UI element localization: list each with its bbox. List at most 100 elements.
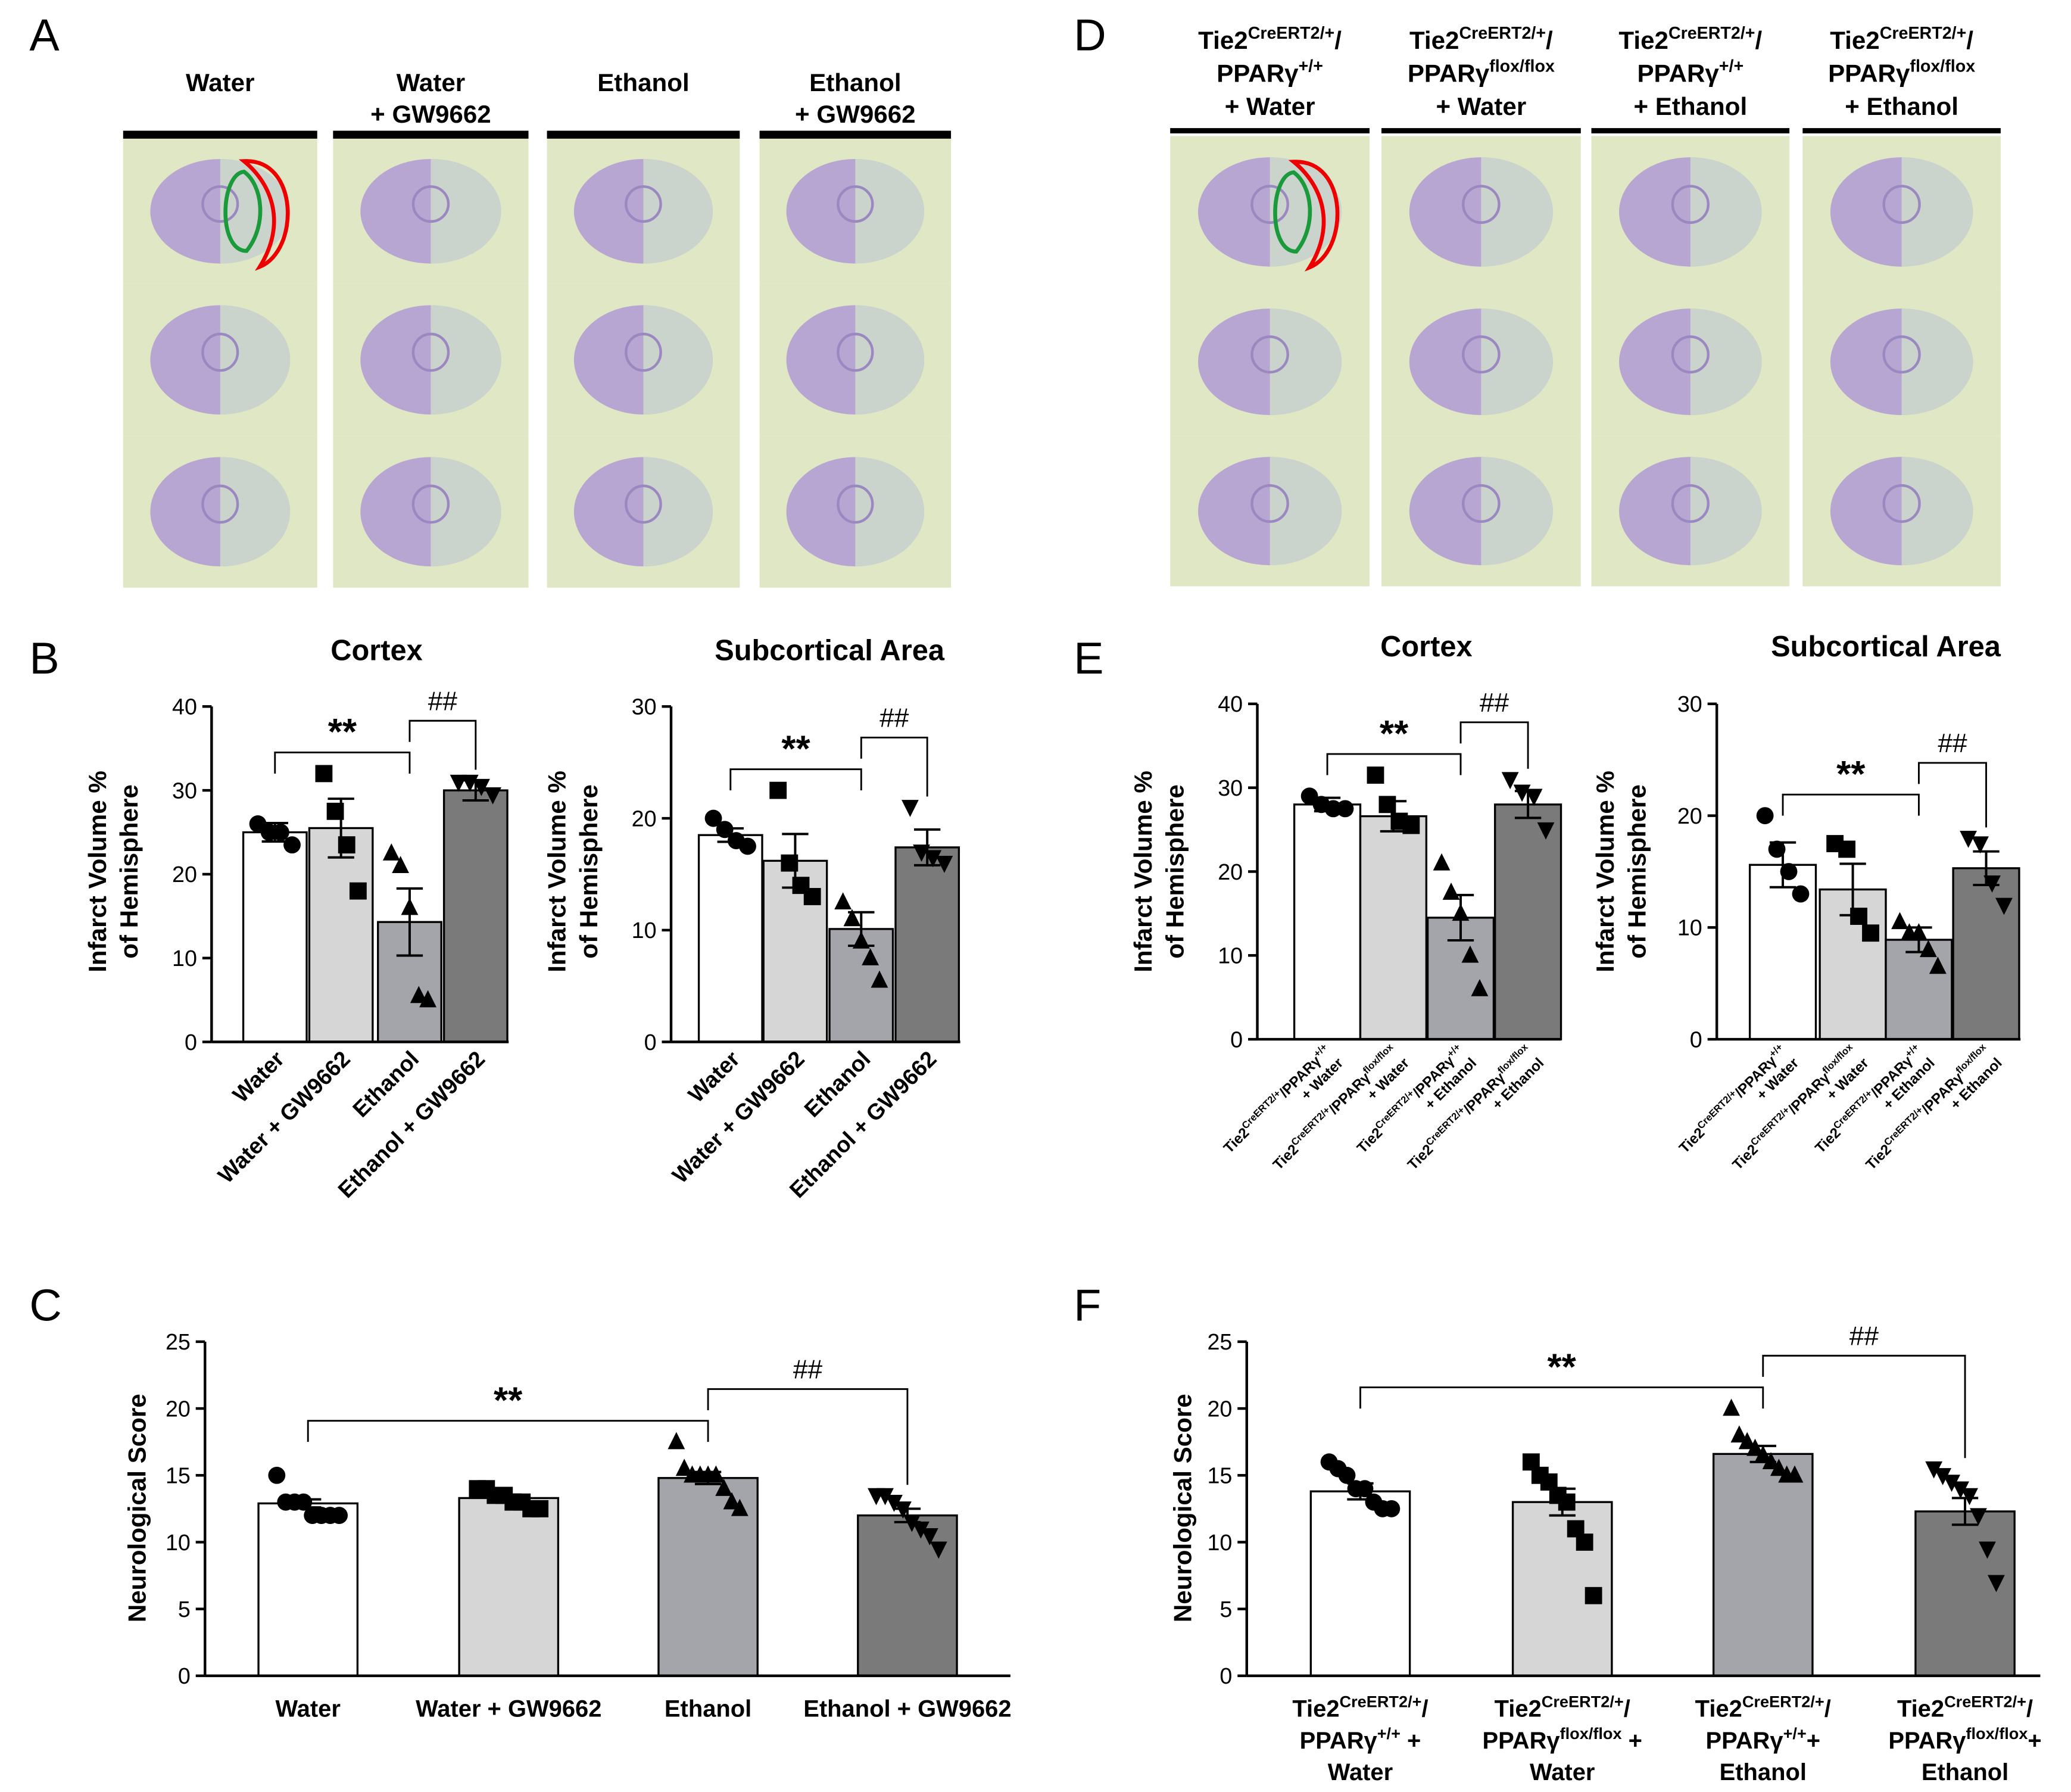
slice-ventricle bbox=[411, 332, 450, 372]
y-tick-label: 30 bbox=[1677, 691, 1702, 716]
x-tick-label-part: PPARγ bbox=[1300, 1728, 1378, 1754]
data-point bbox=[1525, 789, 1543, 806]
data-point bbox=[531, 1500, 549, 1517]
significance-label: ** bbox=[494, 1380, 523, 1421]
x-tick-label-part: CreERT2/+ bbox=[1742, 1693, 1824, 1711]
data-point bbox=[1367, 766, 1384, 784]
error-bar bbox=[1951, 1497, 1979, 1526]
data-point bbox=[894, 1501, 912, 1519]
column-header-part: flox/flox bbox=[1910, 57, 1975, 76]
column-header-part: + Water bbox=[1225, 92, 1315, 120]
bar bbox=[442, 789, 509, 1043]
data-point bbox=[1558, 1493, 1576, 1511]
slice-infarct bbox=[220, 305, 291, 415]
error-bar bbox=[1514, 790, 1542, 819]
column-header-part: CreERT2/+ bbox=[1668, 24, 1755, 43]
data-point bbox=[1792, 885, 1810, 903]
x-tick-label: Tie2CreERT2/+/PPARγ+/+ bbox=[1219, 1041, 1334, 1157]
slice-infarct bbox=[1481, 157, 1553, 267]
x-tick-label: Water bbox=[227, 1046, 289, 1107]
x-tick-label: PPARγ+/+ + bbox=[1300, 1724, 1421, 1754]
data-point bbox=[1576, 1534, 1593, 1551]
y-axis-label: of Hemisphere bbox=[115, 784, 143, 959]
x-tick-label-part: flox/flox bbox=[1966, 1724, 2028, 1743]
header-bar bbox=[759, 130, 952, 139]
x-tick-label: Water bbox=[1328, 1759, 1393, 1785]
panel-label: E bbox=[1074, 633, 1103, 683]
data-point bbox=[739, 837, 756, 855]
y-axis-label: Infarct Volume % bbox=[83, 771, 111, 973]
column-header: PPARγ+/+ bbox=[1217, 57, 1323, 88]
data-point bbox=[1338, 1466, 1356, 1484]
column-header-part: / bbox=[1334, 26, 1342, 54]
significance-label: ## bbox=[879, 704, 909, 733]
header-bar bbox=[1802, 128, 2001, 133]
bar bbox=[1493, 803, 1562, 1040]
y-tick-label: 30 bbox=[172, 778, 197, 803]
x-tick-label-part: CreERT2/+ bbox=[1882, 1104, 1925, 1148]
column-header: PPARγflox/flox bbox=[1408, 57, 1555, 88]
column-header-part: PPARγ bbox=[1217, 59, 1299, 87]
y-tick-label: 0 bbox=[178, 1663, 191, 1688]
x-tick-label-part: CreERT2/+ bbox=[1289, 1104, 1332, 1148]
data-point bbox=[1891, 912, 1908, 930]
bar bbox=[1952, 867, 2020, 1040]
significance-bracket bbox=[1326, 753, 1462, 775]
significance-bracket bbox=[1762, 1354, 1966, 1458]
slice-infarct bbox=[855, 305, 924, 415]
x-tick-label: Water + GW9662 bbox=[416, 1696, 601, 1722]
data-point bbox=[1862, 924, 1879, 942]
column-header-part: CreERT2/+ bbox=[1459, 24, 1546, 43]
data-point bbox=[1780, 863, 1798, 880]
y-tick-label: 5 bbox=[178, 1597, 191, 1622]
error-bar bbox=[1380, 800, 1407, 833]
bar bbox=[1712, 1453, 1814, 1677]
data-point bbox=[1934, 1468, 1952, 1485]
chart-title: Cortex bbox=[1380, 631, 1472, 663]
x-tick-label: Water bbox=[683, 1046, 744, 1107]
significance-label: ** bbox=[1380, 713, 1409, 755]
slice-ventricle bbox=[837, 332, 874, 372]
x-tick-label-part: Water bbox=[276, 1696, 341, 1722]
error-bar bbox=[1769, 841, 1796, 889]
slice-ventricle bbox=[1671, 185, 1710, 224]
column-header-part: / bbox=[1546, 26, 1553, 54]
data-point bbox=[1324, 800, 1342, 818]
header-bar bbox=[1591, 128, 1790, 133]
column-header: + Water bbox=[1225, 92, 1315, 120]
y-axis-label: of Hemisphere bbox=[1623, 784, 1651, 959]
x-tick-label-part: CreERT2/+ bbox=[1542, 1693, 1624, 1711]
data-point bbox=[1762, 1452, 1780, 1470]
data-point bbox=[1585, 1587, 1602, 1604]
data-point bbox=[885, 1494, 903, 1512]
data-point bbox=[731, 1498, 748, 1516]
data-point bbox=[877, 1488, 894, 1506]
column-header: Water bbox=[397, 68, 465, 96]
x-tick-label: Ethanol bbox=[1922, 1759, 2008, 1785]
data-point bbox=[472, 778, 490, 796]
significance-bracket bbox=[1782, 793, 1920, 816]
column-header: Tie2CreERT2/+/ bbox=[1618, 24, 1762, 54]
outline-cortex bbox=[1288, 160, 1340, 272]
slice-ventricle bbox=[625, 185, 662, 223]
x-tick-label: Tie2CreERT2/+/PPARγ+/+ bbox=[1674, 1041, 1790, 1157]
slice-ventricle bbox=[201, 332, 239, 372]
significance-bracket bbox=[707, 1388, 909, 1485]
x-tick-label-part: Tie2 bbox=[1897, 1696, 1944, 1722]
x-tick-label-part: PPARγ bbox=[1482, 1728, 1560, 1754]
panel-label: D bbox=[1074, 10, 1106, 60]
error-bar bbox=[694, 1470, 722, 1485]
x-tick-label: Ethanol + GW9662 bbox=[803, 1696, 1011, 1722]
data-point bbox=[924, 850, 942, 868]
x-tick-label-part: Ethanol bbox=[665, 1696, 751, 1722]
bar bbox=[857, 1514, 958, 1677]
significance-bracket bbox=[1359, 1386, 1764, 1409]
column-header-part: PPARγ bbox=[1828, 59, 1910, 87]
error-bar bbox=[894, 1507, 921, 1523]
error-bar bbox=[1839, 862, 1866, 917]
y-axis-label: Neurological Score bbox=[1169, 1394, 1197, 1622]
header-bar bbox=[547, 130, 740, 139]
column-header-part: + Ethanol bbox=[1633, 92, 1747, 120]
data-point bbox=[803, 888, 821, 905]
bar bbox=[458, 1497, 560, 1677]
